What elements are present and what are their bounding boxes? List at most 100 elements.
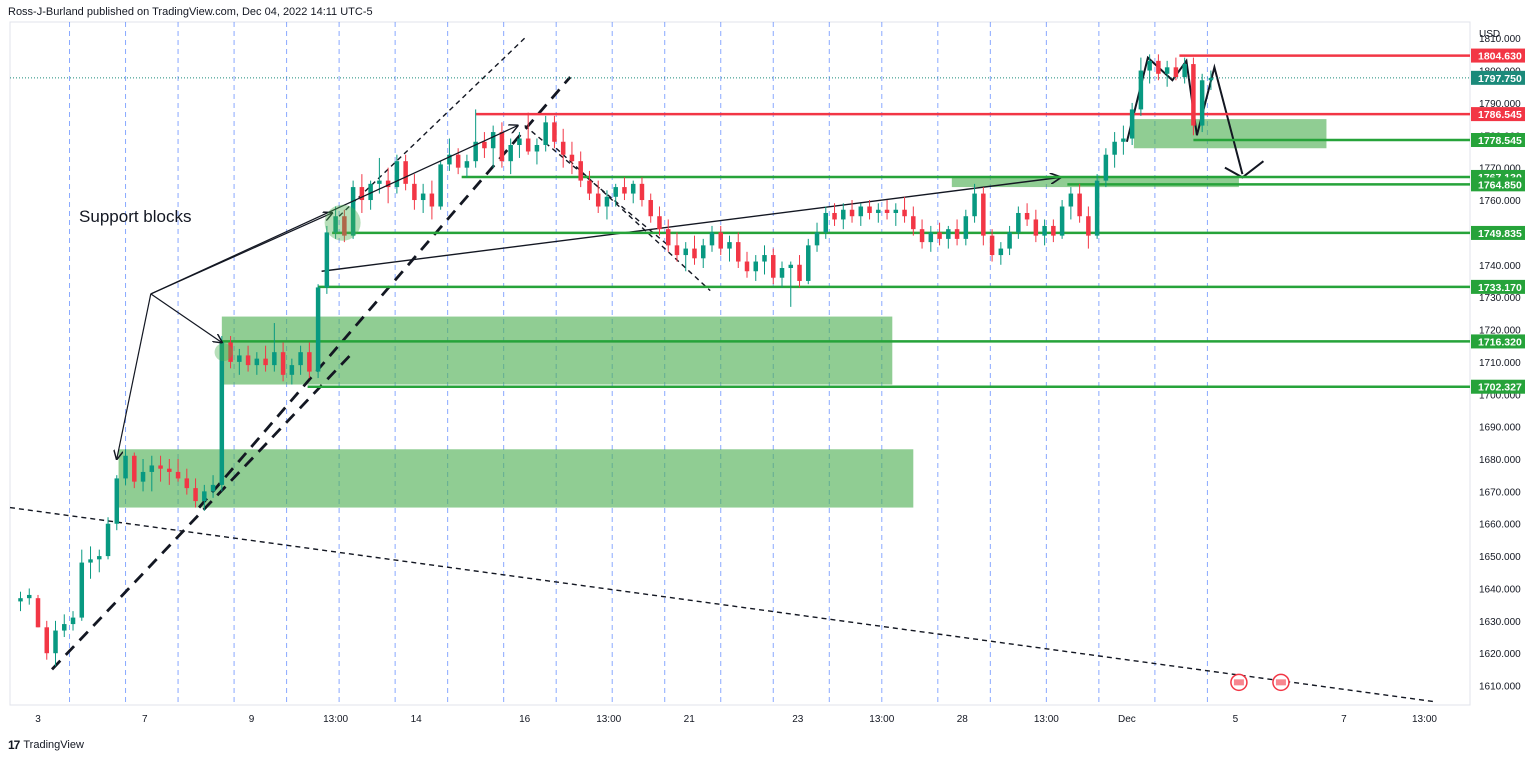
candle-body [534, 145, 540, 152]
candle-body [1077, 193, 1082, 217]
annotation-arrow [150, 293, 222, 343]
price-label-bg [1471, 177, 1525, 192]
candle-body [342, 216, 347, 236]
y-tick-label: 1710.000 [1479, 358, 1521, 369]
candle-body [587, 180, 592, 194]
candle-body [963, 216, 969, 239]
candle-body [1086, 216, 1091, 236]
candle-body [525, 138, 531, 152]
tradingview-logo-icon: 17 [8, 738, 20, 752]
candle-body [1173, 67, 1179, 78]
candle-body [700, 245, 706, 259]
candle-body [543, 122, 548, 146]
candle-body [499, 132, 505, 162]
candle-body [377, 180, 382, 184]
price-label: 1733.170 [1478, 282, 1522, 294]
candle-body [788, 264, 794, 269]
candle-body [123, 455, 128, 479]
candle-body [578, 161, 583, 181]
price-label: 1786.545 [1478, 109, 1522, 121]
candle-body [858, 206, 864, 217]
price-label: 1797.750 [1478, 73, 1522, 85]
candle-body [1129, 109, 1135, 139]
candle-body [1103, 154, 1109, 181]
candle-body [665, 229, 671, 246]
candle-body [797, 264, 802, 281]
candle-body [998, 248, 1004, 256]
candle-body [1016, 212, 1021, 233]
trend-lines [9, 37, 1436, 703]
candle-body [560, 141, 566, 155]
candle-body [263, 358, 268, 366]
candle-body [946, 229, 951, 239]
candle-body [35, 598, 41, 628]
candle-body [604, 196, 610, 207]
candle-body [412, 183, 417, 201]
rising-arrow-line [321, 177, 1061, 272]
candle-body [132, 455, 137, 482]
candle-body [1112, 141, 1117, 155]
candle-body [403, 161, 408, 184]
candle-body [482, 141, 487, 149]
candle-body [884, 209, 890, 213]
candle-body [648, 200, 653, 217]
candle-body [438, 164, 443, 207]
candle-body [245, 355, 251, 366]
candle-body [762, 255, 767, 262]
axis-currency: USD [1479, 29, 1500, 40]
candle-body [490, 132, 496, 149]
candle-body [622, 187, 627, 194]
candle-body [1068, 193, 1074, 207]
candle-body [841, 209, 846, 220]
candle-body [88, 559, 93, 563]
candle-body [1033, 219, 1039, 236]
candle-body [1042, 225, 1047, 236]
candle-body [333, 216, 338, 233]
price-label-bg [1471, 107, 1525, 122]
candles [18, 54, 1214, 667]
y-tick-label: 1670.000 [1479, 487, 1521, 498]
candle-body [298, 352, 303, 366]
candle-body [219, 342, 225, 485]
candle-body [464, 161, 470, 168]
candle-body [771, 255, 776, 278]
candle-body [683, 248, 688, 256]
x-tick-label: 5 [1233, 714, 1239, 725]
candle-body [1191, 64, 1196, 126]
x-tick-label: 23 [792, 714, 804, 725]
x-tick-label: 13:00 [323, 714, 348, 725]
x-tick-label: 16 [519, 714, 531, 725]
candle-body [1138, 70, 1144, 110]
candle-body [429, 193, 435, 207]
x-tick-label: 13:00 [869, 714, 894, 725]
price-label-bg [1471, 70, 1525, 85]
publisher-line: Ross-J-Burland published on TradingView.… [8, 6, 373, 18]
y-tick-label: 1810.000 [1479, 34, 1521, 45]
candle-body [210, 484, 216, 492]
candle-body [114, 478, 120, 524]
price-axis: USD 1610.000 1620.000 1630.000 1640.000 1650.… [1479, 29, 1521, 693]
price-label: 1702.327 [1478, 382, 1522, 394]
candle-body [228, 342, 233, 362]
pullback-channel-upper [555, 147, 711, 292]
pullback-channel-lower [524, 125, 669, 246]
candle-body [53, 630, 58, 654]
candle-body [735, 242, 741, 262]
candle-body [954, 229, 960, 239]
candle-body [1007, 232, 1012, 249]
candle-body [1059, 206, 1065, 236]
candle-body [27, 594, 32, 599]
candle-body [709, 232, 715, 246]
candle-body [1024, 212, 1030, 220]
candle-body [149, 465, 155, 472]
price-label: 1716.320 [1478, 336, 1522, 348]
candle-body [657, 216, 662, 230]
candle-body [70, 617, 76, 625]
price-label-bg [1471, 279, 1525, 294]
x-tick-label: 7 [142, 714, 148, 725]
annotation-arrow [117, 293, 152, 459]
candle-body [324, 232, 330, 288]
candle-body [280, 352, 286, 375]
y-tick-label: 1650.000 [1479, 552, 1521, 563]
